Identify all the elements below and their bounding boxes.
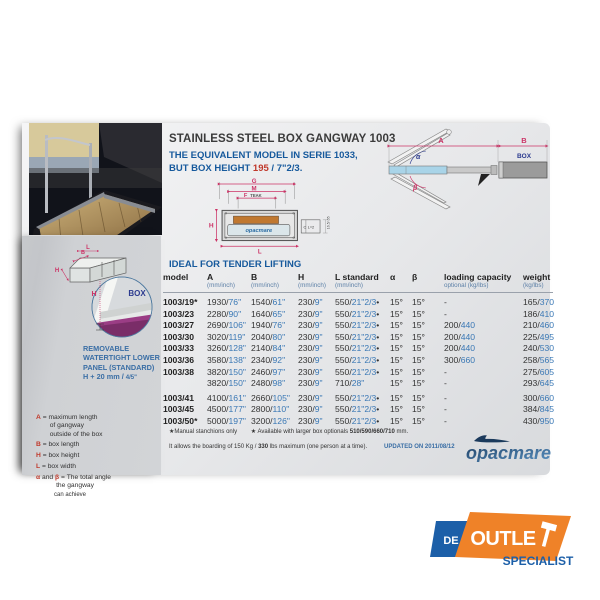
svg-text:B: B: [521, 136, 527, 145]
svg-text:H: H: [91, 291, 96, 298]
svg-text:α: α: [416, 154, 421, 161]
svg-text:TEAK: TEAK: [250, 193, 261, 198]
svg-text:F: F: [244, 193, 248, 199]
svg-text:L=2: L=2: [308, 225, 314, 229]
svg-text:β: β: [412, 185, 418, 192]
svg-text:H: H: [209, 222, 214, 229]
svg-text:BOX: BOX: [128, 289, 146, 298]
svg-text:A: A: [438, 136, 444, 145]
svg-text:SPECIALIST: SPECIALIST: [503, 554, 574, 568]
svg-text:M: M: [252, 186, 257, 193]
svg-text:16,5/.65: 16,5/.65: [326, 216, 330, 229]
svg-text:B: B: [81, 250, 85, 256]
svg-text:L: L: [258, 249, 262, 256]
svg-text:L: L: [86, 245, 90, 251]
svg-text:H: H: [55, 268, 59, 274]
svg-text:opacmare: opacmare: [245, 228, 272, 234]
svg-text:opacmare: opacmare: [466, 443, 551, 462]
svg-text:G: G: [252, 178, 257, 185]
svg-text:OUTLE: OUTLE: [470, 528, 535, 550]
svg-text:BOX: BOX: [517, 153, 532, 160]
svg-text:C: C: [304, 225, 307, 229]
svg-text:DE: DE: [443, 535, 458, 547]
